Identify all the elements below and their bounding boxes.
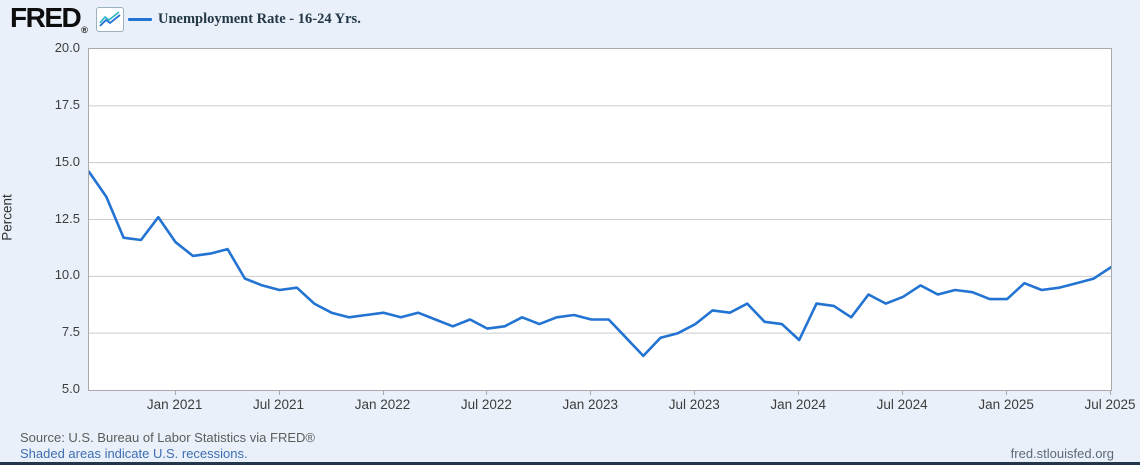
registered-mark: ® — [81, 25, 88, 35]
y-tick-label: 12.5 — [54, 210, 80, 226]
y-tick-label: 10.0 — [54, 267, 80, 283]
x-tick-mark — [1006, 390, 1008, 395]
x-tick-mark — [1110, 390, 1111, 395]
y-tick-label: 20.0 — [54, 40, 80, 55]
fred-logo-text: FRED — [10, 2, 82, 33]
x-tick-label: Jul 2022 — [460, 397, 512, 412]
fred-chart-icon — [96, 7, 124, 32]
x-tick-mark — [382, 390, 384, 395]
y-tick-label: 15.0 — [54, 153, 80, 169]
x-tick-label: Jul 2021 — [252, 397, 305, 412]
x-tick-mark — [486, 390, 488, 395]
source-note: Source: U.S. Bureau of Labor Statistics … — [20, 430, 315, 445]
y-axis-title: Percent — [0, 194, 15, 241]
x-tick-label: Jan 2023 — [562, 397, 619, 412]
x-tick-mark — [174, 390, 176, 395]
legend-line-swatch — [128, 18, 152, 21]
x-tick-label: Jul 2023 — [668, 397, 720, 412]
x-tick-mark — [694, 390, 696, 395]
bottom-border-bar — [0, 462, 1140, 465]
x-tick-mark — [902, 390, 904, 395]
recessions-link[interactable]: Shaded areas indicate U.S. recessions. — [20, 446, 248, 461]
x-tick-mark — [798, 390, 800, 395]
fred-logo[interactable]: FRED® — [10, 2, 88, 35]
x-tick-mark — [278, 390, 280, 395]
y-tick-label: 5.0 — [61, 381, 80, 396]
x-tick-label: Jul 2024 — [876, 397, 928, 412]
line-chart-svg — [89, 105, 1111, 358]
x-tick-label: Jul 2025 — [1084, 397, 1136, 412]
fred-site-link[interactable]: fred.stlouisfed.org — [1010, 446, 1114, 461]
series-line — [89, 170, 1111, 358]
x-tick-label: Jan 2021 — [146, 397, 203, 412]
x-tick-label: Jan 2022 — [354, 397, 411, 412]
x-tick-label: Jan 2025 — [978, 397, 1034, 412]
x-tick-mark — [590, 390, 592, 395]
sparkline-icon — [99, 11, 121, 27]
legend-series-label: Unemployment Rate - 16-24 Yrs. — [158, 11, 361, 27]
x-tick-label: Jan 2024 — [770, 397, 826, 412]
y-tick-label: 7.5 — [61, 324, 80, 340]
chart-plot-area[interactable] — [88, 48, 1112, 391]
y-tick-label: 17.5 — [54, 96, 80, 112]
